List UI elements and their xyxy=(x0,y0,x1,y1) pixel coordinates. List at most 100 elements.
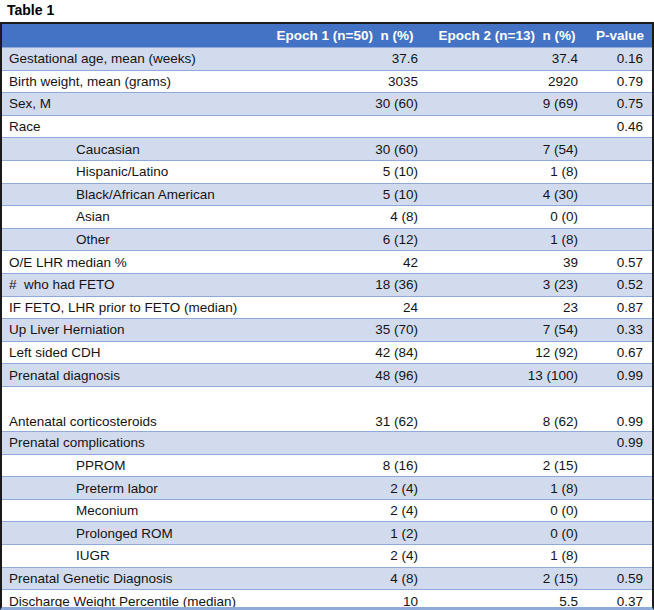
epoch1-value-cell: 31 (62) xyxy=(264,414,426,429)
table-row: PPROM8 (16)2 (15) xyxy=(2,454,652,477)
epoch2-value-cell: 37.4 xyxy=(426,51,588,66)
epoch2-value-cell: 39 xyxy=(426,255,588,270)
row-label-cell: Gestational age, mean (weeks) xyxy=(2,51,264,66)
epoch2-value-cell: 23 xyxy=(426,300,588,315)
table-row: Hispanic/Latino5 (10)1 (8) xyxy=(2,160,652,183)
row-label-cell: Preterm labor xyxy=(2,481,264,496)
epoch2-value-cell: 1 (8) xyxy=(426,232,588,247)
pvalue-cell: 0.33 xyxy=(588,322,652,337)
epoch2-value-cell: 5.5 xyxy=(426,594,588,609)
pvalue-cell: 0.59 xyxy=(588,571,652,586)
epoch2-value-cell: 12 (92) xyxy=(426,345,588,360)
table-row: Asian4 (8)0 (0) xyxy=(2,205,652,228)
pvalue-cell: 0.37 xyxy=(588,594,652,609)
epoch2-value-cell: 1 (8) xyxy=(426,548,588,563)
epoch1-value-cell: 5 (10) xyxy=(264,187,426,202)
table-row: Preterm labor2 (4)1 (8) xyxy=(2,476,652,499)
header-pvalue-column: P-value xyxy=(588,28,652,43)
epoch1-value-cell: 2 (4) xyxy=(264,503,426,518)
epoch1-value-cell: 3035 xyxy=(264,74,426,89)
data-table: Epoch 1 (n=50) n (%) Epoch 2 (n=13) n (%… xyxy=(0,22,654,610)
epoch2-value-cell: 0 (0) xyxy=(426,209,588,224)
row-label-cell: Prenatal complications xyxy=(2,435,264,450)
epoch2-value-cell: 0 (0) xyxy=(426,526,588,541)
header-epoch1-column: Epoch 1 (n=50) n (%) xyxy=(264,28,426,43)
row-label-cell: Sex, M xyxy=(2,96,264,111)
table-row: O/E LHR median %42390.57 xyxy=(2,250,652,273)
document-page: Table 1 Epoch 1 (n=50) n (%) Epoch 2 (n=… xyxy=(0,0,654,610)
epoch1-value-cell: 42 xyxy=(264,255,426,270)
row-label-cell: Other xyxy=(2,232,264,247)
epoch2-value-cell: 1 (8) xyxy=(426,164,588,179)
row-label-cell: Hispanic/Latino xyxy=(2,164,264,179)
row-label-cell: Antenatal corticosteroids xyxy=(2,414,264,429)
epoch1-value-cell: 30 (60) xyxy=(264,96,426,111)
row-label-cell: Asian xyxy=(2,209,264,224)
table-title: Table 1 xyxy=(7,2,54,18)
epoch1-value-cell: 2 (4) xyxy=(264,481,426,496)
epoch1-value-cell: 5 (10) xyxy=(264,164,426,179)
epoch1-value-cell: 4 (8) xyxy=(264,571,426,586)
epoch2-value-cell: 7 (54) xyxy=(426,142,588,157)
table-row: IF FETO, LHR prior to FETO (median)24230… xyxy=(2,296,652,319)
epoch1-value-cell: 8 (16) xyxy=(264,458,426,473)
table-row: Other6 (12)1 (8) xyxy=(2,228,652,251)
row-label-cell: Prenatal Genetic Diagnosis xyxy=(2,571,264,586)
pvalue-cell: 0.99 xyxy=(588,414,652,429)
pvalue-cell: 0.57 xyxy=(588,255,652,270)
table-row: Prenatal diagnosis48 (96)13 (100)0.99 xyxy=(2,363,652,386)
row-label-cell: Birth weight, mean (grams) xyxy=(2,74,264,89)
epoch2-value-cell: 7 (54) xyxy=(426,322,588,337)
table-row: Left sided CDH42 (84)12 (92)0.67 xyxy=(2,341,652,364)
epoch1-value-cell: 4 (8) xyxy=(264,209,426,224)
epoch1-value-cell: 35 (70) xyxy=(264,322,426,337)
row-label-cell: IUGR xyxy=(2,548,264,563)
row-label-cell: # who had FETO xyxy=(2,277,264,292)
row-label-cell: IF FETO, LHR prior to FETO (median) xyxy=(2,300,264,315)
table-row: Prenatal Genetic Diagnosis4 (8)2 (15)0.5… xyxy=(2,567,652,590)
table-row: Discharge Weight Percentile (median)105.… xyxy=(2,589,652,610)
table-row: Prolonged ROM1 (2)0 (0) xyxy=(2,521,652,544)
epoch2-value-cell: 4 (30) xyxy=(426,187,588,202)
table-header-row: Epoch 1 (n=50) n (%) Epoch 2 (n=13) n (%… xyxy=(2,24,652,47)
table-row: Gestational age, mean (weeks)37.637.40.1… xyxy=(2,47,652,70)
epoch2-value-cell: 2920 xyxy=(426,74,588,89)
epoch1-value-cell: 37.6 xyxy=(264,51,426,66)
row-label-cell: Race xyxy=(2,119,264,134)
table-row: Caucasian30 (60)7 (54) xyxy=(2,137,652,160)
epoch2-value-cell: 3 (23) xyxy=(426,277,588,292)
header-epoch2-column: Epoch 2 (n=13) n (%) xyxy=(426,28,588,43)
epoch1-value-cell: 10 xyxy=(264,594,426,609)
table-row: Meconium2 (4)0 (0) xyxy=(2,499,652,522)
row-label-cell: O/E LHR median % xyxy=(2,255,264,270)
epoch2-value-cell: 13 (100) xyxy=(426,368,588,383)
pvalue-cell: 0.99 xyxy=(588,368,652,383)
table-body: Gestational age, mean (weeks)37.637.40.1… xyxy=(2,47,652,610)
table-row: Black/African American5 (10)4 (30) xyxy=(2,183,652,206)
row-label-cell: Prolonged ROM xyxy=(2,526,264,541)
table-row: Prenatal complications 0.99 xyxy=(2,431,652,454)
epoch2-value-cell: 9 (69) xyxy=(426,96,588,111)
epoch1-value-cell: 24 xyxy=(264,300,426,315)
row-label-cell: Discharge Weight Percentile (median) xyxy=(2,594,264,609)
epoch1-value-cell: 1 (2) xyxy=(264,526,426,541)
row-label-cell: Prenatal diagnosis xyxy=(2,368,264,383)
pvalue-cell: 0.87 xyxy=(588,300,652,315)
epoch2-value-cell: 1 (8) xyxy=(426,481,588,496)
row-label-cell: Black/African American xyxy=(2,187,264,202)
pvalue-cell: 0.46 xyxy=(588,119,652,134)
table-row: IUGR2 (4)1 (8) xyxy=(2,544,652,567)
table-row: Antenatal corticosteroids31 (62)8 (62)0.… xyxy=(2,386,652,431)
row-label-cell: PPROM xyxy=(2,458,264,473)
epoch1-value-cell: 42 (84) xyxy=(264,345,426,360)
epoch1-value-cell: 2 (4) xyxy=(264,548,426,563)
table-row: Birth weight, mean (grams)303529200.79 xyxy=(2,70,652,93)
table-row: Race 0.46 xyxy=(2,115,652,138)
row-label-cell: Caucasian xyxy=(2,142,264,157)
pvalue-cell: 0.52 xyxy=(588,277,652,292)
epoch2-value-cell: 2 (15) xyxy=(426,458,588,473)
table-row: # who had FETO18 (36)3 (23)0.52 xyxy=(2,273,652,296)
pvalue-cell: 0.99 xyxy=(588,435,652,450)
table-row: Sex, M30 (60)9 (69)0.75 xyxy=(2,92,652,115)
row-label-cell: Meconium xyxy=(2,503,264,518)
